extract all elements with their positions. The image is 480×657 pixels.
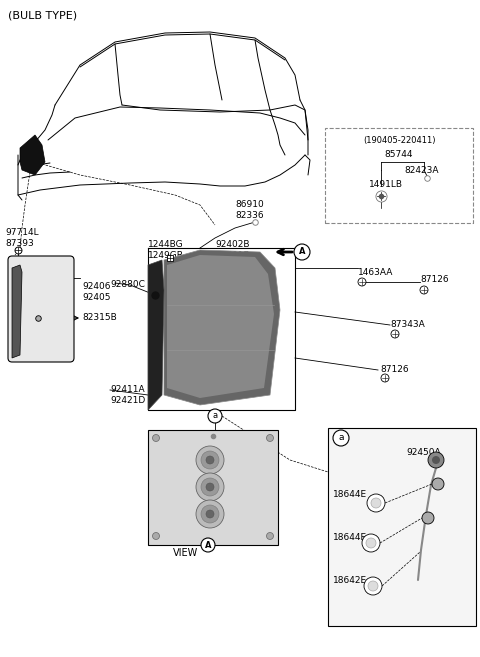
Circle shape [362, 534, 380, 552]
Text: 85744: 85744 [385, 150, 413, 159]
Text: 92402B
92401B: 92402B 92401B [215, 240, 250, 260]
Circle shape [153, 533, 159, 539]
Circle shape [333, 430, 349, 446]
FancyBboxPatch shape [8, 256, 74, 362]
Text: a: a [213, 411, 217, 420]
Text: 97714L
87393: 97714L 87393 [5, 228, 38, 248]
Circle shape [201, 478, 219, 496]
Text: 92450A: 92450A [406, 448, 441, 457]
Circle shape [364, 577, 382, 595]
Bar [325, 128, 473, 223]
Circle shape [206, 510, 214, 518]
Circle shape [196, 500, 224, 528]
Text: 18642E: 18642E [333, 576, 367, 585]
Polygon shape [148, 260, 164, 410]
Circle shape [368, 581, 378, 591]
Polygon shape [12, 265, 22, 358]
Circle shape [266, 434, 274, 442]
Circle shape [201, 451, 219, 469]
Circle shape [432, 456, 440, 464]
Text: 1491LB: 1491LB [369, 180, 403, 189]
Circle shape [266, 533, 274, 539]
Circle shape [358, 278, 366, 286]
Text: A: A [299, 248, 305, 256]
Circle shape [366, 538, 376, 548]
Text: 82423A: 82423A [404, 166, 439, 175]
Text: (BULB TYPE): (BULB TYPE) [8, 10, 77, 20]
Circle shape [294, 244, 310, 260]
Circle shape [206, 483, 214, 491]
Text: 92406
92405: 92406 92405 [82, 282, 110, 302]
Circle shape [420, 286, 428, 294]
Circle shape [201, 505, 219, 523]
Circle shape [208, 409, 222, 423]
Text: 87126: 87126 [380, 365, 408, 374]
Text: 18644E: 18644E [333, 533, 367, 542]
Text: VIEW: VIEW [173, 548, 198, 558]
Circle shape [371, 498, 381, 508]
Circle shape [428, 452, 444, 468]
Bar [148, 430, 278, 545]
Circle shape [206, 456, 214, 464]
Text: (190405-220411): (190405-220411) [363, 136, 435, 145]
Bar [328, 428, 476, 626]
Text: 92411A
92421D: 92411A 92421D [110, 385, 145, 405]
Text: A: A [205, 541, 211, 549]
Circle shape [196, 473, 224, 501]
Text: 82315B: 82315B [82, 313, 117, 323]
Polygon shape [167, 255, 274, 398]
Circle shape [432, 478, 444, 490]
Polygon shape [164, 250, 280, 405]
Circle shape [381, 374, 389, 382]
Text: a: a [338, 434, 344, 443]
Circle shape [422, 512, 434, 524]
Polygon shape [20, 135, 45, 175]
Circle shape [196, 446, 224, 474]
Text: 18644E: 18644E [333, 490, 367, 499]
Circle shape [391, 330, 399, 338]
Circle shape [153, 434, 159, 442]
Text: 92880C: 92880C [110, 280, 145, 289]
Text: 1463AA: 1463AA [358, 268, 394, 277]
Circle shape [367, 494, 385, 512]
Text: 1244BG
1249GB: 1244BG 1249GB [148, 240, 184, 260]
Text: 87126: 87126 [420, 275, 449, 284]
Circle shape [201, 538, 215, 552]
Text: 86910
82336: 86910 82336 [235, 200, 264, 220]
Text: 87343A: 87343A [390, 320, 425, 329]
